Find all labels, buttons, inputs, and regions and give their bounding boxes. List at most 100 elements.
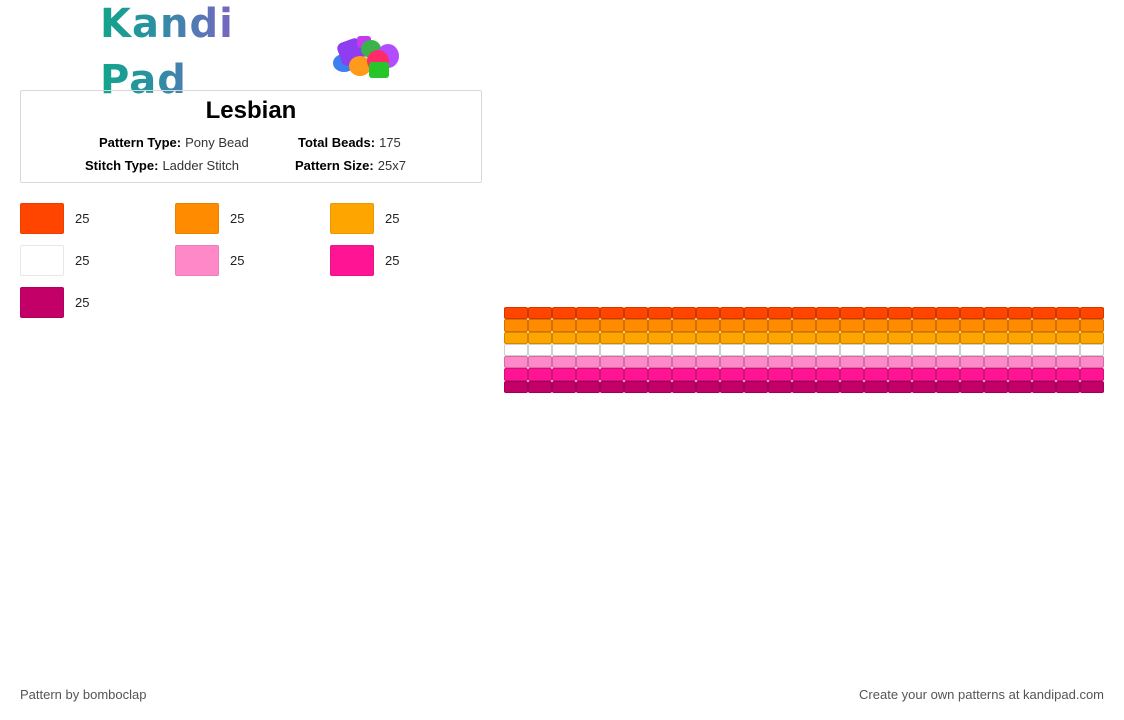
pattern-size-value: 25x7 <box>377 158 406 173</box>
bead <box>744 331 768 344</box>
bead <box>504 356 528 369</box>
stitch-type: Stitch Type: Ladder Stitch <box>85 158 239 173</box>
legend-item: 25 <box>20 203 170 235</box>
bead <box>552 380 576 393</box>
bead <box>1056 319 1080 332</box>
bead <box>600 319 624 332</box>
total-beads: Total Beads: 175 <box>298 135 401 150</box>
bead <box>576 368 600 381</box>
bead <box>696 343 720 357</box>
bead <box>648 307 672 320</box>
pattern-type-label: Pattern Type: <box>99 135 182 150</box>
kandi-pad-logo[interactable]: Kandi Pad <box>100 1 410 103</box>
color-swatch <box>20 287 64 318</box>
bead <box>816 319 840 332</box>
bead <box>984 319 1008 332</box>
bead <box>744 343 768 357</box>
bead-pattern-grid <box>504 307 1104 393</box>
bead <box>960 356 984 369</box>
color-swatch <box>175 245 219 276</box>
bead <box>792 368 816 381</box>
legend-item: 25 <box>20 287 170 319</box>
bead <box>744 368 768 381</box>
bead <box>744 356 768 369</box>
pattern-info-card: Lesbian Pattern Type: Pony Bead Total Bea… <box>20 90 482 183</box>
bead <box>1080 307 1104 320</box>
bead <box>1008 368 1032 381</box>
pattern-title: Lesbian <box>205 97 297 124</box>
bead <box>768 356 792 369</box>
pattern-author: Pattern by bomboclap <box>20 687 147 702</box>
bead <box>840 319 864 332</box>
bead <box>576 307 600 320</box>
pattern-size: Pattern Size: 25x7 <box>295 158 406 173</box>
bead <box>984 307 1008 320</box>
bead <box>960 331 984 344</box>
bead <box>792 307 816 320</box>
bead <box>1056 343 1080 357</box>
bead <box>552 368 576 381</box>
bead <box>936 380 960 393</box>
bead <box>576 343 600 357</box>
bead <box>1080 368 1104 381</box>
bead <box>624 343 648 357</box>
bead <box>504 380 528 393</box>
bead <box>1080 343 1104 357</box>
bead <box>600 331 624 344</box>
bead <box>648 368 672 381</box>
bead <box>840 368 864 381</box>
bead <box>768 319 792 332</box>
bead <box>600 380 624 393</box>
bead <box>816 343 840 357</box>
bead <box>672 380 696 393</box>
bead <box>1080 356 1104 369</box>
color-swatch <box>20 245 64 276</box>
bead <box>792 380 816 393</box>
bead <box>672 368 696 381</box>
bead <box>888 319 912 332</box>
bead <box>648 331 672 344</box>
bead <box>912 331 936 344</box>
pattern-size-label: Pattern Size: <box>295 158 374 173</box>
bead <box>912 307 936 320</box>
bead <box>696 331 720 344</box>
bead <box>528 356 552 369</box>
bead <box>1008 307 1032 320</box>
bead <box>984 380 1008 393</box>
legend-item: 25 <box>330 245 480 277</box>
bead <box>888 343 912 357</box>
bead <box>840 331 864 344</box>
bead <box>552 356 576 369</box>
bead <box>840 307 864 320</box>
stitch-type-label: Stitch Type: <box>85 158 159 173</box>
bead <box>552 343 576 357</box>
color-count: 25 <box>230 253 245 268</box>
bead <box>960 380 984 393</box>
bead <box>768 380 792 393</box>
bead <box>672 356 696 369</box>
bead <box>504 368 528 381</box>
stitch-type-value: Ladder Stitch <box>162 158 240 173</box>
bead <box>960 307 984 320</box>
bead <box>648 380 672 393</box>
bead <box>768 307 792 320</box>
bead <box>768 343 792 357</box>
color-swatch <box>330 203 374 234</box>
bead <box>888 380 912 393</box>
bead <box>576 356 600 369</box>
bead <box>600 343 624 357</box>
bead <box>936 343 960 357</box>
bead <box>984 368 1008 381</box>
beads-logo-icon <box>333 24 410 80</box>
bead <box>720 307 744 320</box>
bead <box>1080 380 1104 393</box>
bead <box>864 343 888 357</box>
bead <box>984 331 1008 344</box>
color-legend: 25 25 25 25 25 25 25 <box>20 203 490 333</box>
bead <box>576 331 600 344</box>
bead <box>1080 331 1104 344</box>
color-count: 25 <box>230 211 245 226</box>
kandipad-link[interactable]: Create your own patterns at kandipad.com <box>859 687 1104 702</box>
bead <box>1056 368 1080 381</box>
bead <box>624 319 648 332</box>
